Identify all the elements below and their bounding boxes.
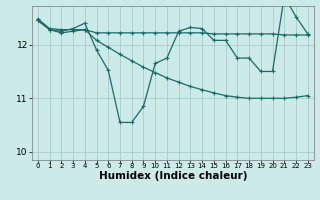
- X-axis label: Humidex (Indice chaleur): Humidex (Indice chaleur): [99, 171, 247, 181]
